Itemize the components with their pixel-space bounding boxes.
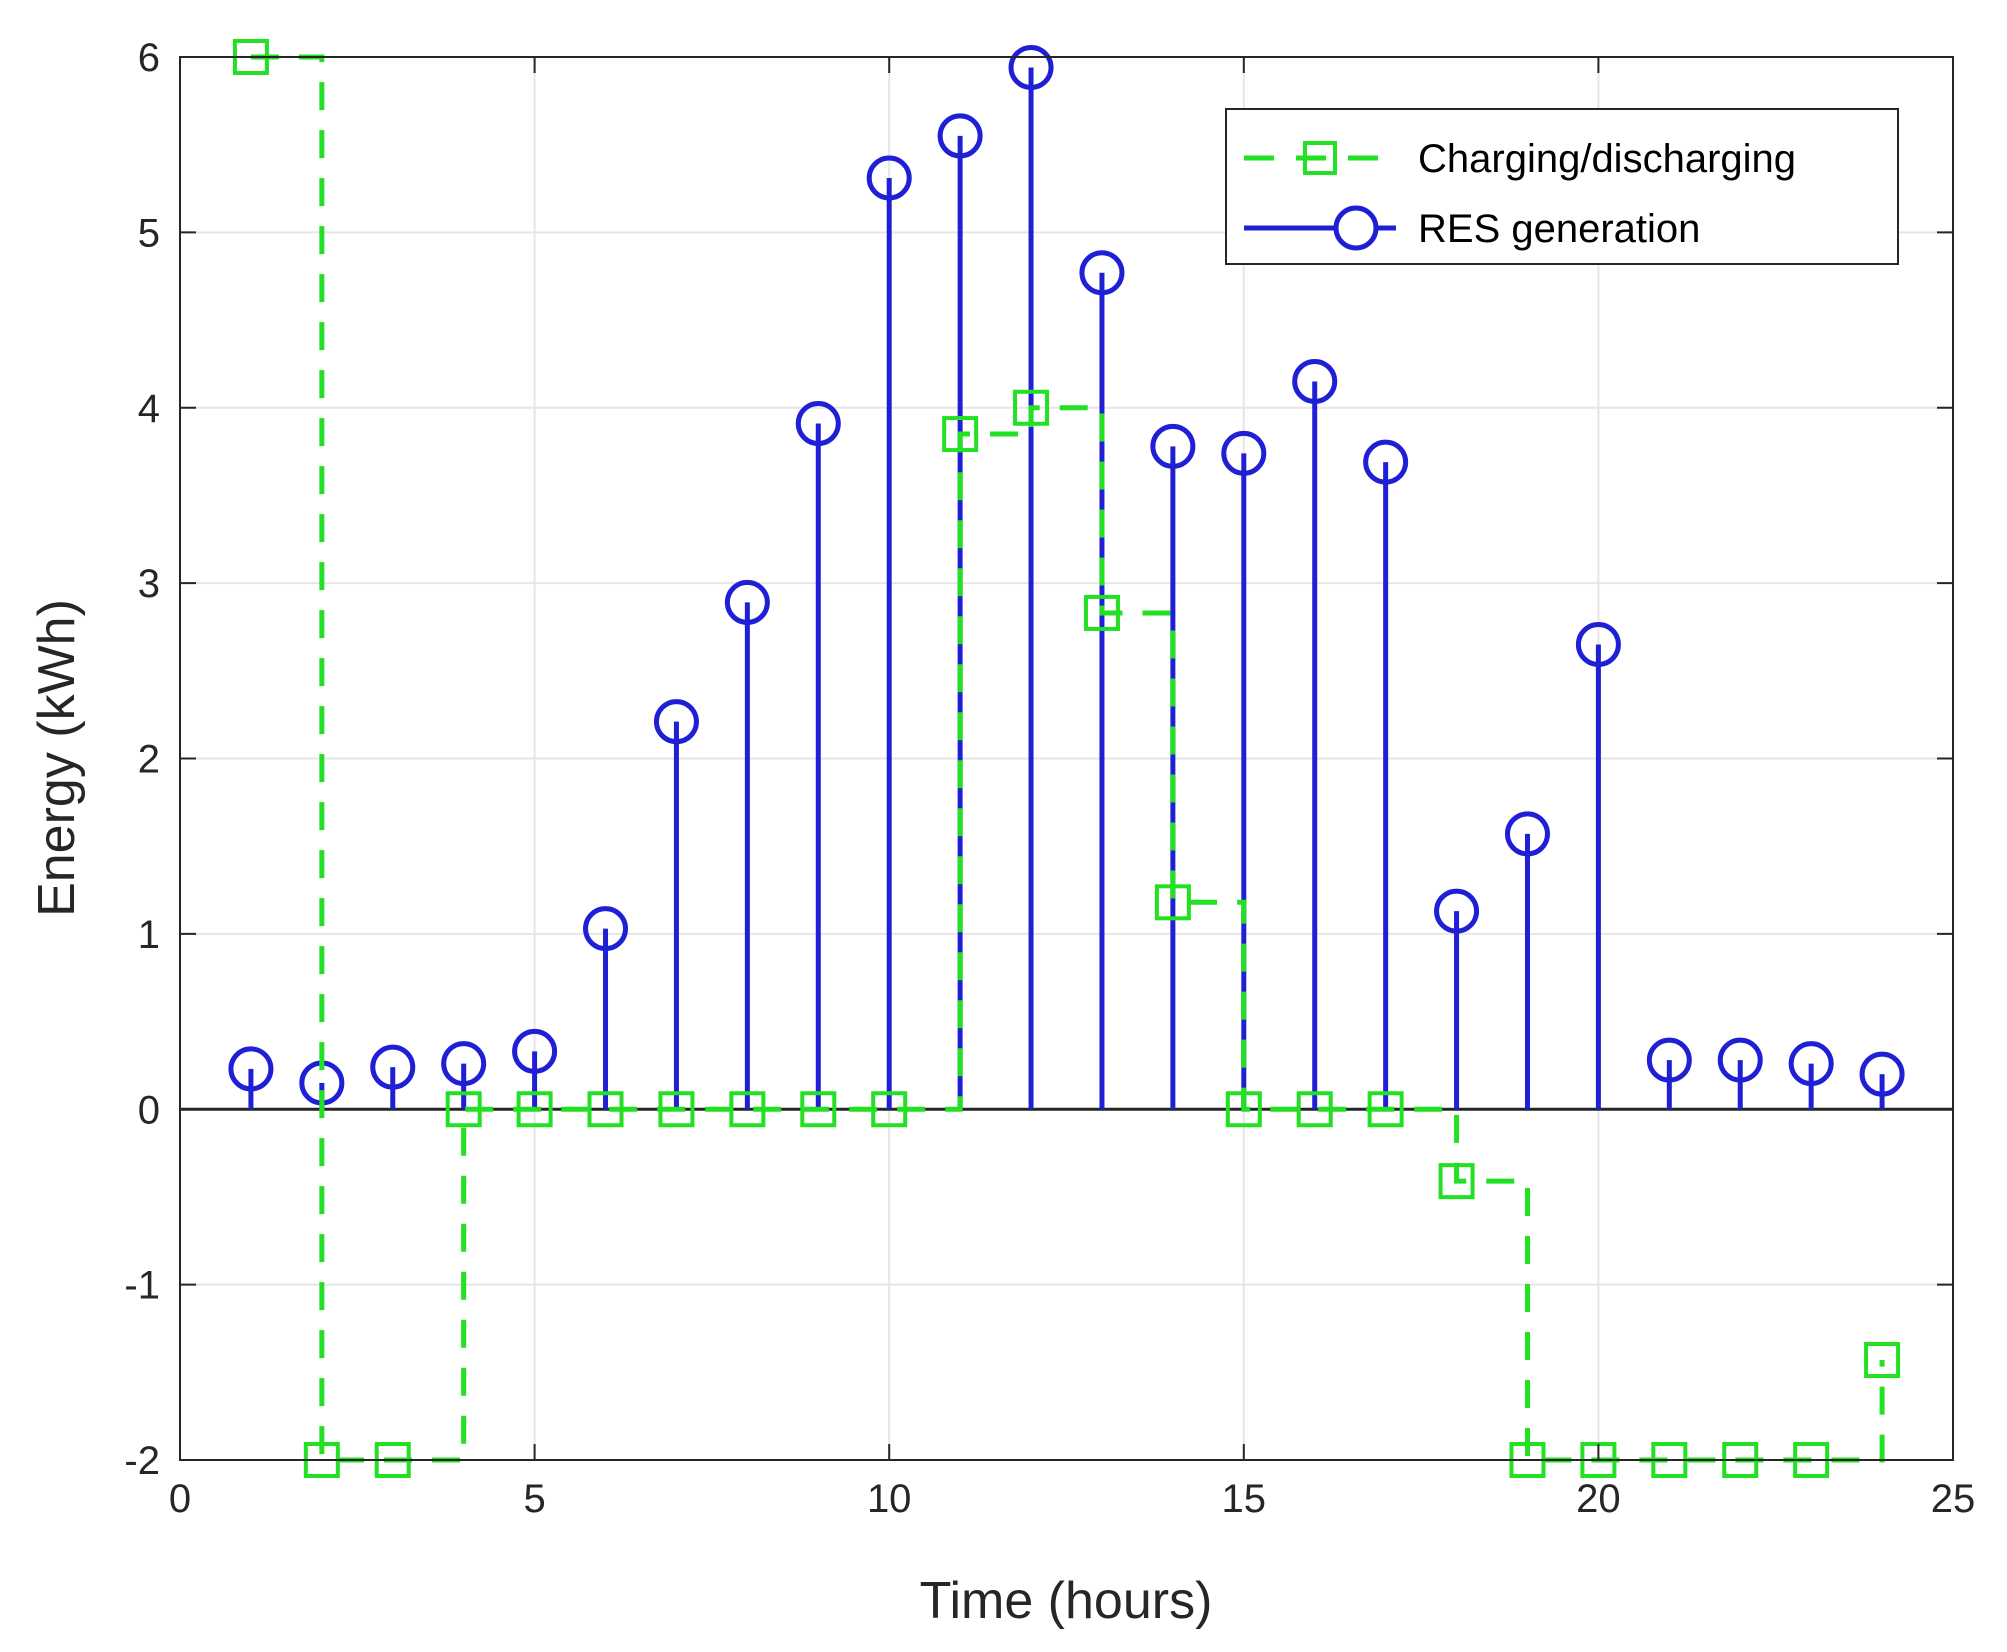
res-generation-series bbox=[228, 45, 1905, 1110]
y-tick-label: 6 bbox=[138, 36, 160, 80]
res-marker bbox=[1434, 888, 1480, 934]
charging-marker bbox=[871, 1091, 908, 1128]
x-axis-label: Time (hours) bbox=[920, 1572, 1213, 1630]
res-marker bbox=[441, 1041, 487, 1087]
legend-res-label: RES generation bbox=[1418, 207, 1700, 251]
y-tick-label: 0 bbox=[138, 1088, 160, 1132]
y-tick-label: -2 bbox=[124, 1439, 160, 1483]
res-marker bbox=[1363, 439, 1409, 485]
charging-marker bbox=[587, 1091, 624, 1128]
y-tick-label: 4 bbox=[138, 387, 160, 431]
y-axis-label: Energy (kWh) bbox=[28, 599, 86, 917]
x-tick-label: 5 bbox=[523, 1477, 545, 1521]
res-marker bbox=[512, 1028, 558, 1074]
charging-marker bbox=[1367, 1091, 1404, 1128]
legend-charging-label: Charging/discharging bbox=[1418, 137, 1796, 181]
charging-marker bbox=[1225, 1091, 1262, 1128]
charging-marker bbox=[800, 1091, 837, 1128]
charging-marker bbox=[1864, 1342, 1901, 1379]
res-marker bbox=[1859, 1051, 1905, 1097]
y-tick-label: 5 bbox=[138, 211, 160, 255]
res-marker bbox=[1788, 1041, 1834, 1087]
res-marker bbox=[1079, 250, 1125, 296]
res-marker bbox=[937, 113, 983, 159]
res-marker bbox=[1292, 358, 1338, 404]
res-marker bbox=[653, 699, 699, 745]
charging-marker bbox=[1438, 1163, 1475, 1200]
charging-marker bbox=[658, 1091, 695, 1128]
charging-marker bbox=[942, 416, 979, 453]
res-marker bbox=[583, 906, 629, 952]
y-tick-label: 1 bbox=[138, 913, 160, 957]
charging-marker bbox=[1296, 1091, 1333, 1128]
y-tick-label: -1 bbox=[124, 1264, 160, 1308]
legend-res-marker bbox=[1333, 205, 1379, 251]
x-tick-label: 20 bbox=[1576, 1477, 1621, 1521]
res-marker bbox=[866, 155, 912, 201]
x-tick-label: 15 bbox=[1222, 1477, 1267, 1521]
res-marker bbox=[370, 1044, 416, 1090]
tick-labels: 0 5 10 15 20 25 -2 -1 0 1 2 3 4 5 6 bbox=[124, 36, 1975, 1521]
res-marker bbox=[724, 579, 770, 625]
res-marker bbox=[228, 1046, 274, 1092]
res-marker bbox=[1221, 430, 1267, 476]
charging-marker bbox=[516, 1091, 553, 1128]
y-tick-label: 2 bbox=[138, 738, 160, 782]
legend-charging-marker bbox=[1303, 141, 1337, 175]
res-marker bbox=[1008, 45, 1054, 91]
y-tick-label: 3 bbox=[138, 562, 160, 606]
res-marker bbox=[795, 401, 841, 447]
charging-marker bbox=[1154, 884, 1191, 921]
axis-ticks bbox=[179, 56, 1954, 1461]
legend: Charging/discharging RES generation bbox=[1225, 108, 1899, 265]
charging-marker bbox=[1083, 594, 1120, 631]
x-tick-label: 10 bbox=[867, 1477, 912, 1521]
x-tick-label: 25 bbox=[1931, 1477, 1976, 1521]
res-marker bbox=[1150, 423, 1196, 469]
res-marker bbox=[1504, 811, 1550, 857]
res-marker bbox=[1646, 1037, 1692, 1083]
charging-marker bbox=[729, 1091, 766, 1128]
x-tick-label: 0 bbox=[169, 1477, 191, 1521]
res-marker bbox=[1575, 622, 1621, 668]
charging-marker bbox=[1013, 389, 1050, 426]
charging-marker bbox=[445, 1091, 482, 1128]
res-marker bbox=[1717, 1037, 1763, 1083]
